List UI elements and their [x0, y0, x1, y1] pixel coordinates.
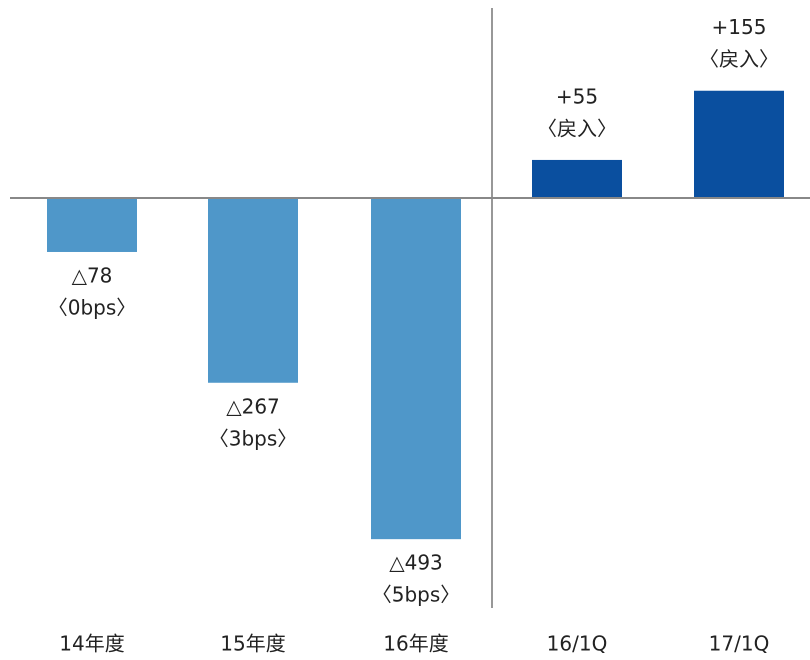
value-label: +155	[712, 15, 767, 39]
bar	[694, 90, 784, 198]
bar	[371, 198, 461, 540]
sub-label: 〈戻入〉	[537, 116, 617, 140]
bar	[47, 198, 137, 252]
value-label: △267	[226, 394, 280, 418]
sub-label: 〈3bps〉	[209, 426, 298, 450]
x-tick-label: 15年度	[220, 632, 285, 656]
x-tick-label: 16/1Q	[547, 632, 608, 656]
value-label: △493	[389, 551, 443, 575]
x-tick-label: 17/1Q	[709, 632, 770, 656]
sub-label: 〈0bps〉	[48, 295, 137, 319]
x-tick-label: 14年度	[59, 632, 124, 656]
sub-label: 〈戻入〉	[699, 47, 779, 71]
sub-label: 〈5bps〉	[372, 583, 461, 607]
x-tick-label: 16年度	[383, 632, 448, 656]
bar	[532, 159, 622, 198]
value-label: +55	[556, 84, 598, 108]
value-label: △78	[72, 263, 113, 287]
bar	[208, 198, 298, 383]
